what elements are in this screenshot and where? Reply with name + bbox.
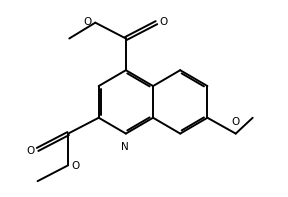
Text: O: O xyxy=(26,146,34,156)
Text: O: O xyxy=(71,161,80,171)
Text: N: N xyxy=(121,141,129,151)
Text: O: O xyxy=(232,117,240,127)
Text: O: O xyxy=(84,17,92,27)
Text: O: O xyxy=(160,17,168,27)
